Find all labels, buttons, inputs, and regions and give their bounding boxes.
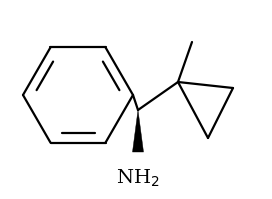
Polygon shape: [132, 110, 144, 152]
Text: NH$_2$: NH$_2$: [116, 168, 160, 189]
